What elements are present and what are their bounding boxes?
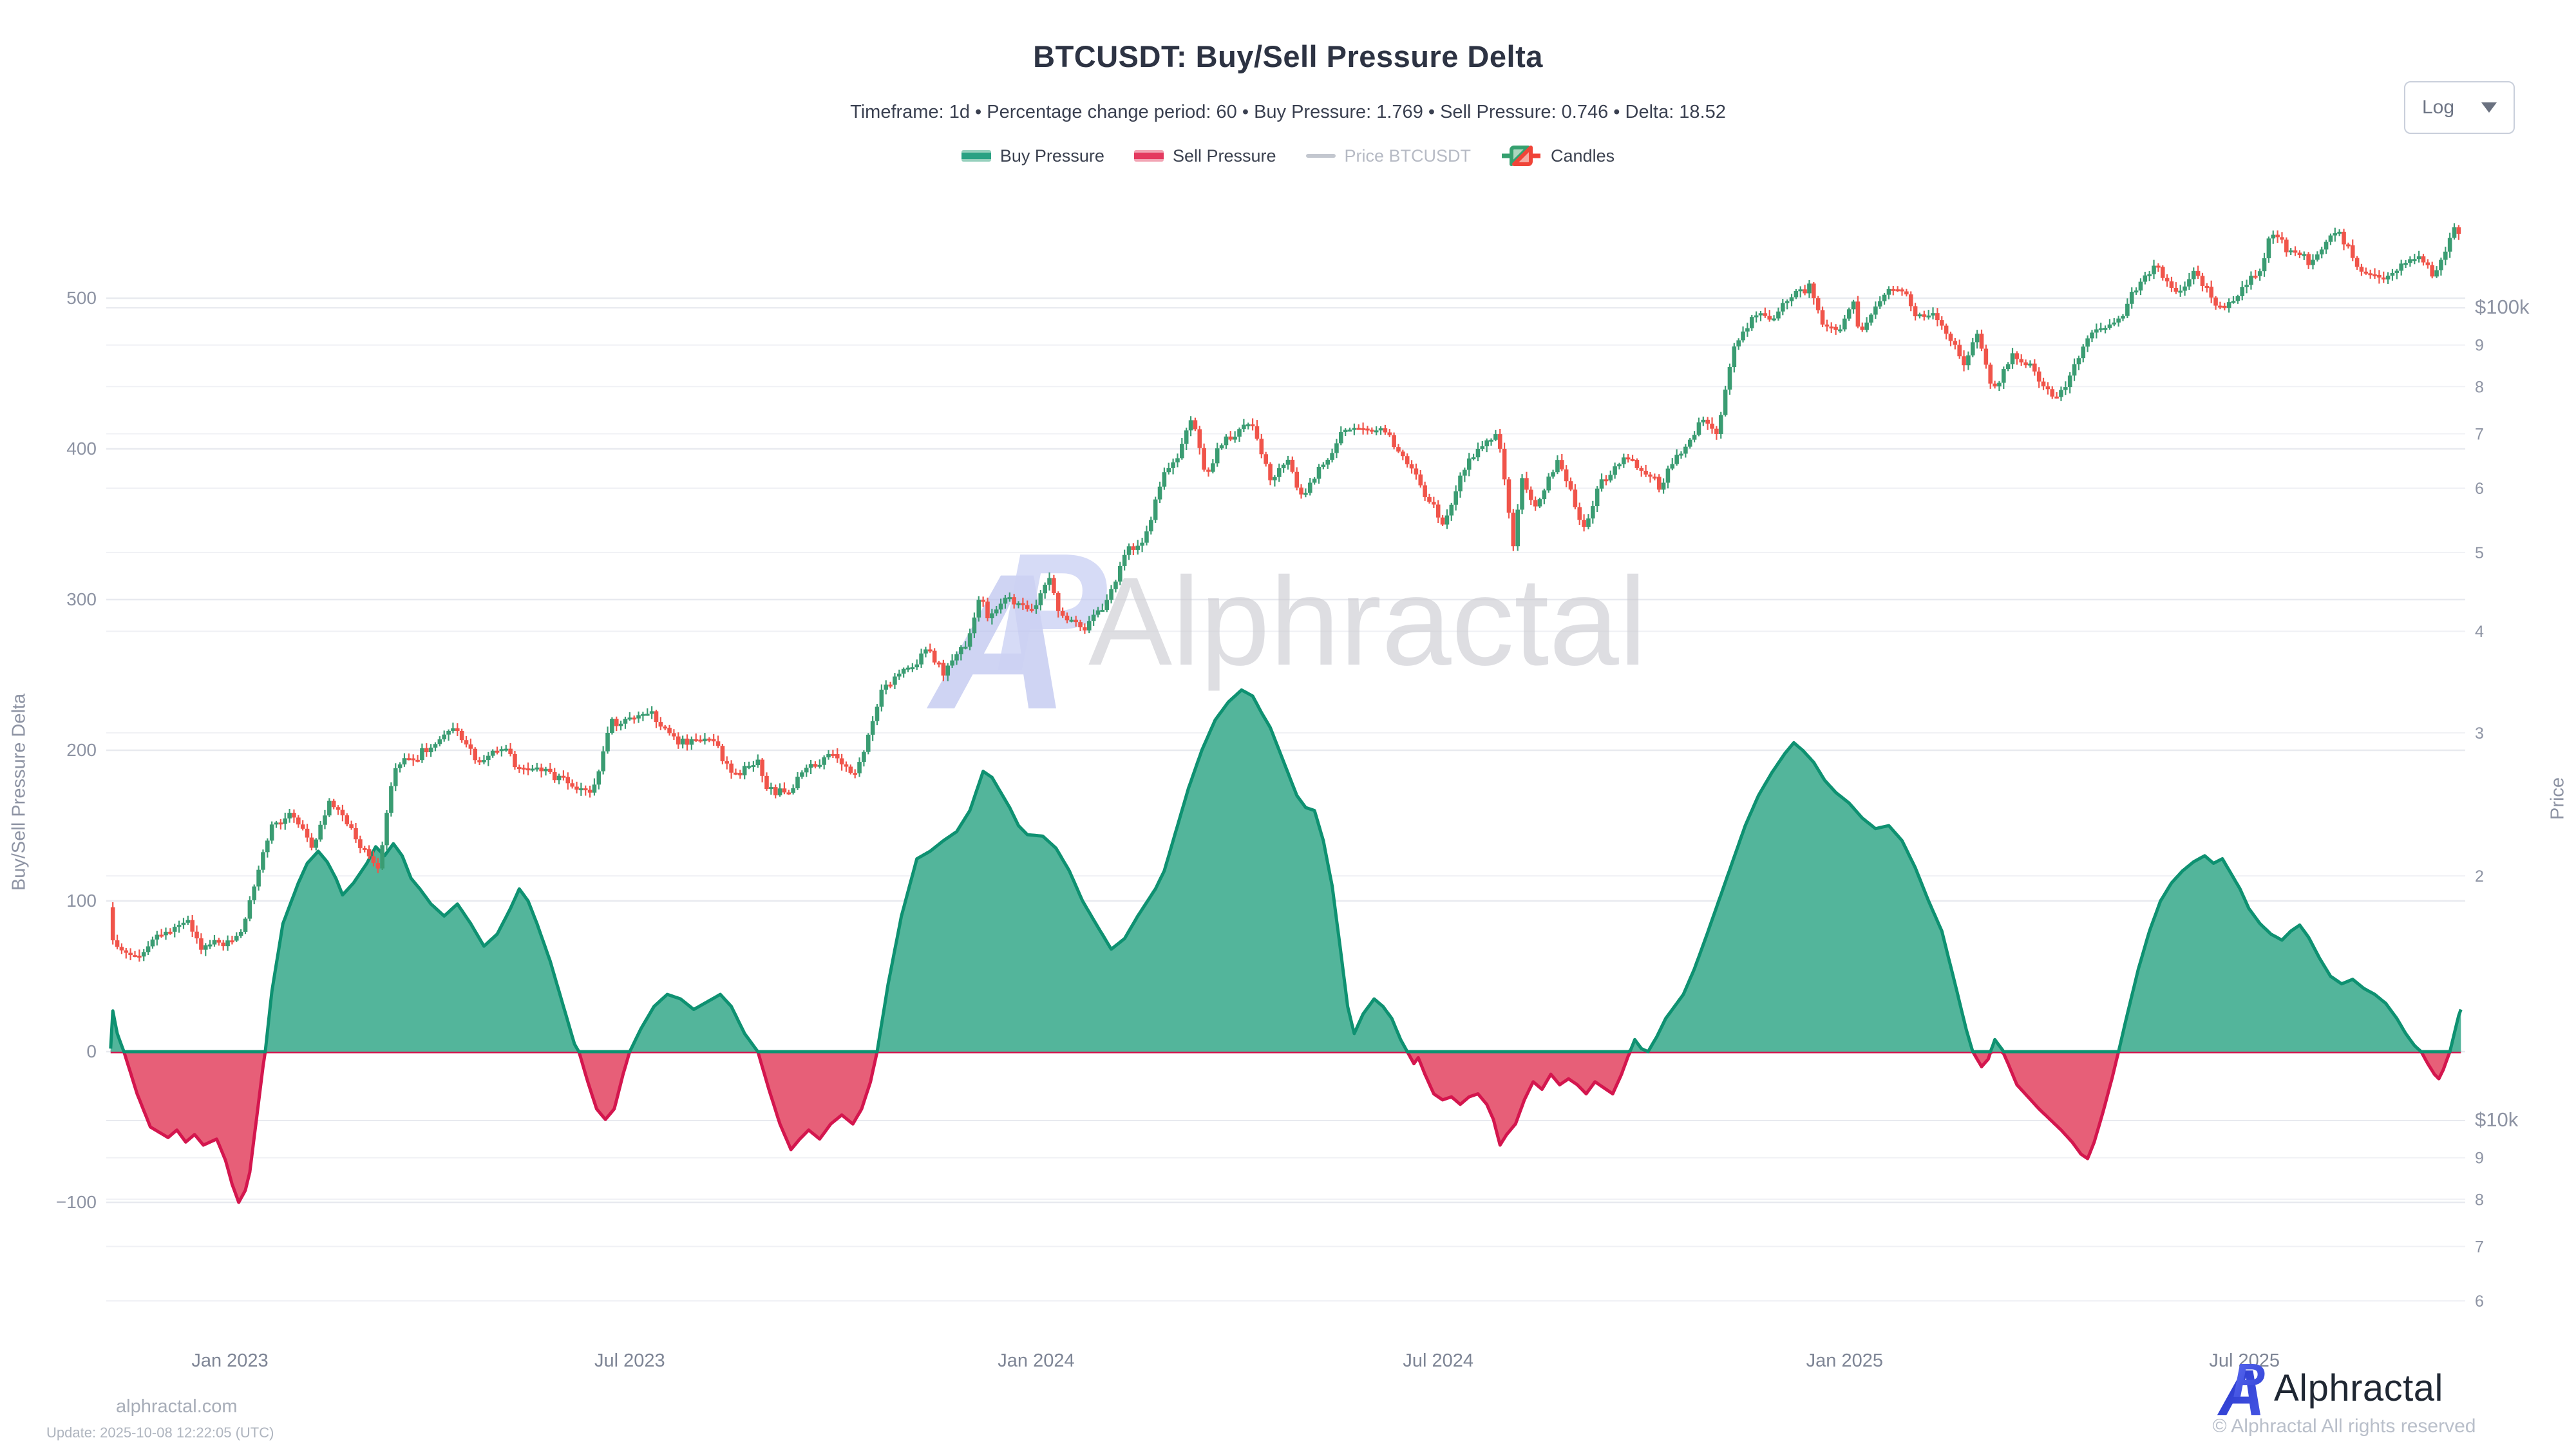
y-right-tick: 9 — [2475, 337, 2484, 355]
y-right-tick: 8 — [2475, 378, 2484, 396]
svg-text:P: P — [2233, 1356, 2265, 1407]
chart-subtitle: Timeframe: 1d • Percentage change period… — [850, 102, 1726, 122]
y-left-tick: 100 — [66, 891, 97, 911]
legend-item-candles[interactable]: Candles — [1501, 143, 1615, 169]
legend-label: Buy Pressure — [999, 146, 1104, 166]
y-left-tick: 400 — [66, 439, 97, 459]
legend: Buy Pressure Sell Pressure Price BTCUSDT Ca… — [0, 143, 2576, 169]
scale-select[interactable]: Log — [2404, 81, 2515, 134]
alphractal-logo-icon: A P — [2217, 1356, 2265, 1420]
legend-item-sell-pressure[interactable]: Sell Pressure — [1133, 146, 1276, 166]
svg-text:A: A — [925, 533, 1070, 750]
svg-text:P: P — [995, 519, 1108, 706]
update-timestamp: Update: 2025-10-08 12:22:05 (UTC) — [46, 1425, 274, 1441]
y-left-tick: 500 — [66, 288, 97, 308]
y-right-tick: 2 — [2475, 867, 2484, 886]
buy-pressure-line — [109, 688, 2463, 1054]
x-axis-tick: Jul 2024 — [1403, 1350, 1473, 1371]
legend-label: Price BTCUSDT — [1344, 146, 1472, 166]
page-title: BTCUSDT: Buy/Sell Pressure Delta — [1033, 39, 1543, 73]
y-right-tick: $100k — [2475, 296, 2530, 318]
svg-text:A: A — [2217, 1357, 2265, 1420]
y-left-tick: 200 — [66, 740, 97, 760]
legend-item-price-btcusdt[interactable]: Price BTCUSDT — [1305, 146, 1472, 166]
sell-pressure-area — [110, 1052, 2461, 1202]
buy-swatch-icon — [961, 150, 991, 162]
y-axis-title-right: Price — [2547, 777, 2568, 820]
x-axis-tick: Jul 2023 — [594, 1350, 665, 1371]
axis-labels: 500 400 300 200 100 0 −100 $100k 9 8 7 6 5 4 3 2 $10k 9 8 7… — [56, 288, 2530, 1371]
y-right-tick: 4 — [2475, 623, 2484, 641]
y-right-tick: $10k — [2475, 1108, 2519, 1131]
x-axis-tick: Jan 2024 — [998, 1350, 1074, 1371]
gridlines — [106, 297, 2465, 1302]
svg-text:Alphractal: Alphractal — [1088, 551, 1647, 692]
scale-select-value: Log — [2422, 97, 2455, 118]
y-left-tick: 300 — [66, 589, 97, 609]
y-right-tick: 5 — [2475, 544, 2484, 562]
y-axis-title-left: Buy/Sell Pressure Delta — [8, 693, 30, 891]
legend-label: Candles — [1551, 146, 1615, 166]
y-left-tick: 0 — [86, 1041, 97, 1061]
x-axis-tick: Jan 2023 — [191, 1350, 268, 1371]
chevron-down-icon — [2481, 102, 2497, 113]
brand-name: Alphractal — [2274, 1367, 2443, 1409]
y-right-tick: 8 — [2475, 1191, 2484, 1209]
y-left-tick: −100 — [56, 1192, 97, 1212]
buy-pressure-area — [110, 690, 2461, 1052]
sell-pressure-line — [110, 1050, 2461, 1204]
copyright: © Alphractal All rights reserved — [2212, 1416, 2476, 1437]
pressure-areas — [109, 688, 2463, 1204]
legend-label: Sell Pressure — [1172, 146, 1276, 166]
legend-item-buy-pressure[interactable]: Buy Pressure — [961, 146, 1104, 166]
y-right-tick: 6 — [2475, 1293, 2484, 1311]
y-right-tick: 7 — [2475, 1238, 2484, 1256]
brand-footer: A P Alphractal — [2199, 1356, 2443, 1420]
sell-swatch-icon — [1133, 150, 1164, 162]
x-axis-tick: Jan 2025 — [1806, 1350, 1883, 1371]
y-right-tick: 9 — [2475, 1150, 2484, 1168]
y-right-tick: 3 — [2475, 724, 2484, 743]
candles — [110, 223, 2461, 962]
candles-legend-icon — [1502, 146, 1541, 166]
line-swatch-icon — [1305, 154, 1336, 158]
site-link[interactable]: alphractal.com — [116, 1396, 238, 1417]
y-right-tick: 7 — [2475, 425, 2484, 443]
y-right-tick: 6 — [2475, 480, 2484, 498]
